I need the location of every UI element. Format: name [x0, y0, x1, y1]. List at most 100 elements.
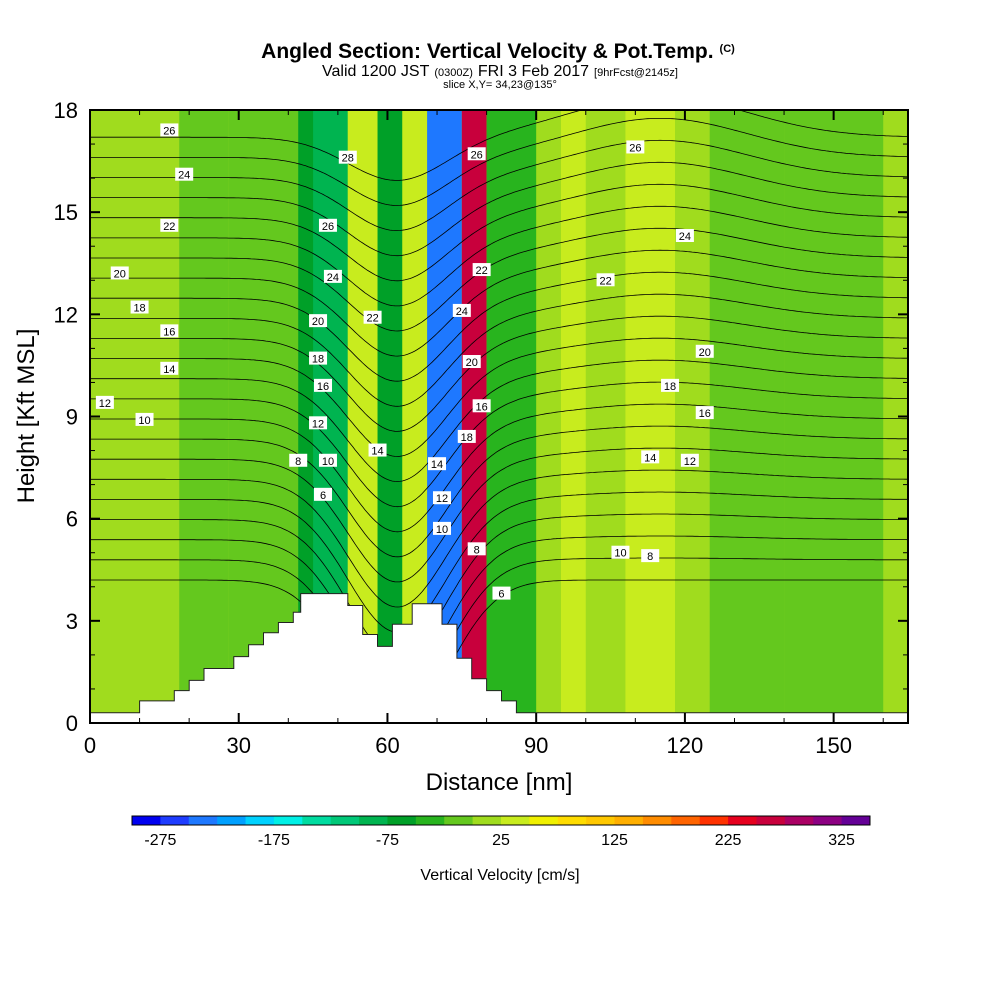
theta-contour-21 [90, 249, 908, 357]
theta-contour-7 [90, 557, 908, 708]
colorbar-swatch-16 [586, 816, 616, 825]
contour-label-text: 12 [99, 398, 111, 410]
theta-contours [90, 110, 908, 723]
contour-label-7: 12 [95, 395, 114, 410]
theta-contour-27 [90, 118, 908, 206]
contour-label-text: 22 [366, 313, 378, 325]
y-tick-label-1: 3 [66, 609, 78, 634]
colorbar-swatch-4 [245, 816, 275, 825]
colorbar-swatch-1 [160, 816, 190, 825]
contour-label-21: 14 [428, 457, 447, 471]
colorbar-swatch-9 [387, 816, 417, 825]
contour-label-text: 24 [178, 170, 190, 182]
x-tick-label-2: 60 [375, 733, 399, 758]
contour-label-text: 16 [163, 326, 175, 338]
contour-label-32: 26 [626, 140, 645, 154]
theta-contour-12 [90, 447, 908, 583]
colorbar-swatch-21 [728, 816, 757, 825]
contour-label-29: 26 [467, 147, 486, 161]
contour-label-text: 18 [461, 432, 473, 444]
contour-label-5: 16 [160, 324, 179, 338]
colorbar: -275 -175 -75 25 125 225 325 [131, 815, 871, 849]
x-axis: 0 30 60 90 120 150 [84, 110, 884, 758]
colorbar-swatch-6 [302, 816, 332, 825]
contour-label-text: 22 [599, 275, 611, 287]
contour-label-40: 10 [611, 545, 630, 560]
slice-label: slice X,Y= 34,23@135° [443, 79, 557, 91]
contour-label-text: 20 [699, 347, 711, 359]
contour-label-23: 10 [432, 521, 451, 536]
theta-contour-25 [90, 161, 908, 257]
x-tick-label-4: 120 [667, 733, 704, 758]
theta-contour-10 [90, 491, 908, 633]
contour-label-text: 8 [474, 544, 480, 556]
contour-label-33: 24 [675, 229, 694, 243]
contour-label-text: 26 [471, 149, 483, 161]
contour-label-text: 6 [320, 490, 326, 502]
theta-contour-8 [90, 535, 908, 683]
chart-subtitle: Valid 1200 JST (0300Z) FRI 3 Feb 2017 [9hrF… [322, 63, 678, 80]
y-axis-label: Height [Kft MSL] [13, 329, 40, 504]
contour-label-text: 20 [466, 357, 478, 369]
colorbar-swatch-20 [699, 816, 729, 825]
theta-contour-11 [90, 469, 908, 608]
contour-label-1: 24 [175, 167, 194, 182]
theta-contour-13 [90, 425, 908, 558]
contour-label-text: 8 [647, 551, 653, 563]
contour-label-text: 14 [371, 446, 383, 458]
theta-contour-9 [90, 513, 908, 658]
contour-label-36: 18 [661, 378, 680, 393]
contour-label-text: 6 [498, 589, 504, 601]
contour-label-text: 14 [644, 452, 656, 464]
y-tick-label-6: 18 [54, 98, 78, 123]
contour-label-3: 20 [110, 266, 129, 280]
plot-area: 26 24 22 20 18 16 14 12 10 8 6 10 12 16 18 20 24 26 28 22 14… [90, 110, 908, 723]
contour-label-6: 14 [160, 361, 179, 376]
contour-label-30: 8 [467, 542, 486, 556]
colorbar-swatch-14 [529, 816, 559, 825]
contour-label-25: 16 [472, 399, 491, 413]
colorbar-swatch-2 [188, 816, 218, 825]
contour-label-28: 24 [452, 303, 471, 318]
theta-contour-28 [90, 110, 908, 181]
contour-label-text: 20 [312, 316, 324, 328]
contour-label-text: 16 [476, 401, 488, 413]
theta-contour-19 [90, 293, 908, 407]
contour-label-text: 18 [133, 303, 145, 315]
contour-label-39: 12 [680, 453, 699, 468]
contour-label-11: 10 [318, 453, 337, 468]
contour-label-27: 22 [472, 263, 491, 277]
x-tick-label-3: 90 [524, 733, 548, 758]
colorbar-tick-label-4: 125 [601, 832, 628, 849]
contour-label-text: 10 [614, 548, 626, 560]
velocity-field [90, 110, 908, 723]
contour-label-text: 20 [114, 268, 126, 280]
colorbar-swatch-10 [415, 816, 445, 825]
contour-label-18: 28 [338, 150, 357, 165]
contour-label-text: 24 [327, 272, 339, 284]
colorbar-frame [131, 815, 871, 826]
colorbar-swatch-25 [841, 816, 871, 825]
colorbar-label: Vertical Velocity [cm/s] [420, 867, 579, 884]
colorbar-swatch-11 [444, 816, 474, 825]
contour-label-38: 14 [641, 450, 660, 464]
contour-labels: 26 24 22 20 18 16 14 12 10 8 6 10 12 16 18 20 24 26 28 22 14… [95, 123, 714, 601]
contour-label-text: 22 [476, 265, 488, 277]
velocity-band-10 [486, 110, 537, 723]
contour-label-24: 18 [457, 429, 476, 444]
velocity-band-6 [377, 110, 403, 723]
contour-label-text: 26 [629, 142, 641, 154]
velocity-band-12 [625, 110, 675, 723]
colorbar-swatch-12 [472, 816, 502, 825]
contour-label-9: 8 [289, 453, 308, 468]
colorbar-swatch-22 [756, 816, 786, 825]
contour-label-text: 12 [436, 493, 448, 505]
colorbar-tick-label-0: -275 [144, 832, 176, 849]
contour-label-text: 12 [312, 418, 324, 430]
colorbar-tick-label-5: 225 [715, 832, 742, 849]
theta-contour-23 [90, 205, 908, 307]
contour-label-15: 20 [309, 314, 328, 328]
theta-contour-14 [90, 403, 908, 533]
colorbar-tick-label-6: 325 [828, 832, 855, 849]
contour-label-text: 14 [431, 459, 443, 471]
